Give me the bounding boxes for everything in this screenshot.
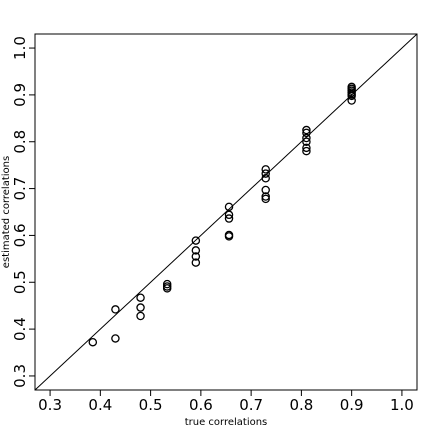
data-point (302, 143, 311, 153)
data-point (191, 252, 201, 261)
x-tick-label: 0.7 (239, 396, 263, 414)
y-tick-label: 0.7 (11, 177, 29, 201)
data-point (302, 137, 311, 146)
x-tick-label: 0.3 (38, 396, 62, 414)
data-point (136, 293, 145, 302)
data-point (224, 202, 234, 212)
data-point (261, 174, 270, 183)
x-tick-label: 1.0 (390, 396, 414, 414)
y-tick-label: 0.3 (11, 364, 29, 388)
data-point (302, 133, 311, 143)
data-point (111, 305, 120, 314)
data-point (302, 125, 311, 135)
x-tick-label: 0.9 (340, 396, 364, 414)
plot-frame (34, 33, 418, 391)
y-tick-label: 0.8 (11, 130, 29, 154)
data-point (261, 192, 270, 201)
data-point (136, 311, 145, 321)
data-point (191, 236, 201, 245)
data-point (347, 91, 356, 101)
x-tick-label: 0.8 (289, 396, 313, 414)
data-point (191, 246, 201, 255)
data-point (224, 214, 234, 223)
data-point (302, 128, 311, 138)
y-tick-label: 1.0 (11, 36, 29, 60)
x-tick-label: 0.6 (189, 396, 213, 414)
data-point (111, 334, 120, 343)
data-point (261, 165, 270, 174)
data-point (88, 337, 98, 347)
data-point (191, 258, 201, 267)
data-point (162, 279, 172, 289)
x-tick-label: 0.4 (88, 396, 112, 414)
data-point (224, 210, 234, 220)
data-point (302, 146, 311, 156)
data-point (347, 96, 356, 105)
data-point (162, 284, 172, 293)
data-point (261, 169, 270, 178)
points-layer (88, 82, 356, 347)
y-tick-label: 0.5 (11, 270, 29, 294)
x-axis: 0.3 0.4 0.5 0.6 0.7 0.8 0.9 1.0 (38, 390, 414, 414)
data-point (224, 232, 234, 241)
data-point (261, 194, 270, 204)
y-tick-label: 0.6 (11, 223, 29, 247)
data-point (136, 303, 145, 312)
y-axis: 0.3 0.4 0.5 0.6 0.7 0.8 0.9 1.0 (11, 36, 35, 388)
y-axis-label: estimated correlations (1, 156, 12, 268)
x-tick-label: 0.5 (139, 396, 163, 414)
y-tick-label: 0.9 (11, 83, 29, 107)
x-axis-label: true correlations (185, 417, 268, 428)
y-tick-label: 0.4 (11, 317, 29, 341)
